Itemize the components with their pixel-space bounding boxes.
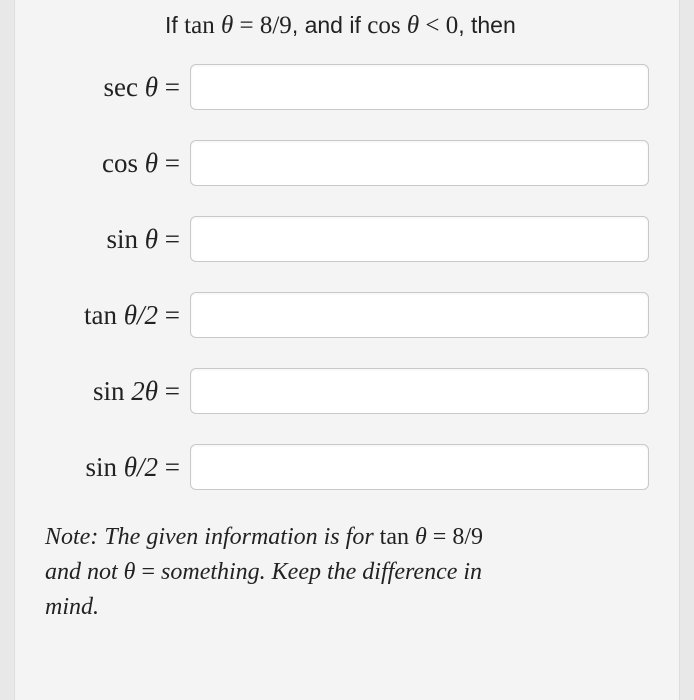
label-arg: θ bbox=[145, 148, 158, 178]
label-func: tan bbox=[84, 300, 117, 330]
label-tan-half: tan θ/2 = bbox=[45, 300, 190, 331]
stmt-val: 8/9 bbox=[260, 12, 292, 39]
label-arg: θ bbox=[145, 72, 158, 102]
problem-statement: If tan θ = 8/9, and if cos θ < 0, then bbox=[165, 12, 649, 40]
problem-panel: If tan θ = 8/9, and if cos θ < 0, then s… bbox=[14, 0, 680, 700]
label-sec-theta: sec θ = bbox=[45, 72, 190, 103]
input-sin-2theta[interactable] bbox=[190, 368, 649, 414]
stmt-if: If bbox=[165, 12, 184, 38]
stmt-zero: 0 bbox=[446, 12, 459, 39]
stmt-cos: cos bbox=[367, 12, 400, 39]
input-sec-theta[interactable] bbox=[190, 64, 649, 110]
note-val: 8/9 bbox=[452, 524, 483, 550]
label-sin-theta: sin θ = bbox=[45, 224, 190, 255]
label-eq: = bbox=[158, 72, 180, 102]
note-l2a: and not bbox=[45, 559, 124, 585]
label-eq: = bbox=[158, 224, 180, 254]
note-eq2: = bbox=[135, 559, 161, 585]
label-eq: = bbox=[158, 376, 180, 406]
note-text: Note: The given information is for tan θ… bbox=[45, 520, 649, 624]
label-sin-2theta: sin 2θ = bbox=[45, 376, 190, 407]
note-theta1: θ bbox=[415, 524, 427, 550]
stmt-andif: , and if bbox=[292, 12, 367, 38]
label-func: sin bbox=[85, 452, 117, 482]
fields-container: sec θ =cos θ =sin θ =tan θ/2 =sin 2θ =si… bbox=[45, 64, 649, 490]
field-row-sin-2theta: sin 2θ = bbox=[45, 368, 649, 414]
note-tan: tan bbox=[380, 524, 409, 550]
label-cos-theta: cos θ = bbox=[45, 148, 190, 179]
stmt-theta2: θ bbox=[407, 12, 419, 39]
label-arg: θ/2 bbox=[124, 452, 158, 482]
stmt-theta1: θ bbox=[221, 12, 233, 39]
label-arg: 2θ bbox=[131, 376, 158, 406]
field-row-sec-theta: sec θ = bbox=[45, 64, 649, 110]
input-cos-theta[interactable] bbox=[190, 140, 649, 186]
stmt-lt: < bbox=[419, 12, 446, 39]
field-row-tan-half: tan θ/2 = bbox=[45, 292, 649, 338]
label-func: sec bbox=[104, 72, 138, 102]
label-arg: θ bbox=[145, 224, 158, 254]
label-arg: θ/2 bbox=[124, 300, 158, 330]
stmt-eq1: = bbox=[233, 12, 260, 39]
field-row-sin-half: sin θ/2 = bbox=[45, 444, 649, 490]
label-sin-half: sin θ/2 = bbox=[45, 452, 190, 483]
label-eq: = bbox=[158, 148, 180, 178]
input-tan-half[interactable] bbox=[190, 292, 649, 338]
stmt-then: , then bbox=[458, 12, 516, 38]
label-eq: = bbox=[158, 452, 180, 482]
note-theta2: θ bbox=[124, 559, 136, 585]
label-func: sin bbox=[93, 376, 125, 406]
input-sin-half[interactable] bbox=[190, 444, 649, 490]
field-row-sin-theta: sin θ = bbox=[45, 216, 649, 262]
note-eq1: = bbox=[427, 524, 453, 550]
label-func: cos bbox=[102, 148, 138, 178]
note-l1a: Note: The given information is for bbox=[45, 524, 380, 550]
input-sin-theta[interactable] bbox=[190, 216, 649, 262]
note-l3: mind. bbox=[45, 594, 99, 620]
stmt-tan: tan bbox=[184, 12, 215, 39]
note-l2b: something. Keep the difference in bbox=[161, 559, 482, 585]
label-eq: = bbox=[158, 300, 180, 330]
label-func: sin bbox=[106, 224, 138, 254]
field-row-cos-theta: cos θ = bbox=[45, 140, 649, 186]
